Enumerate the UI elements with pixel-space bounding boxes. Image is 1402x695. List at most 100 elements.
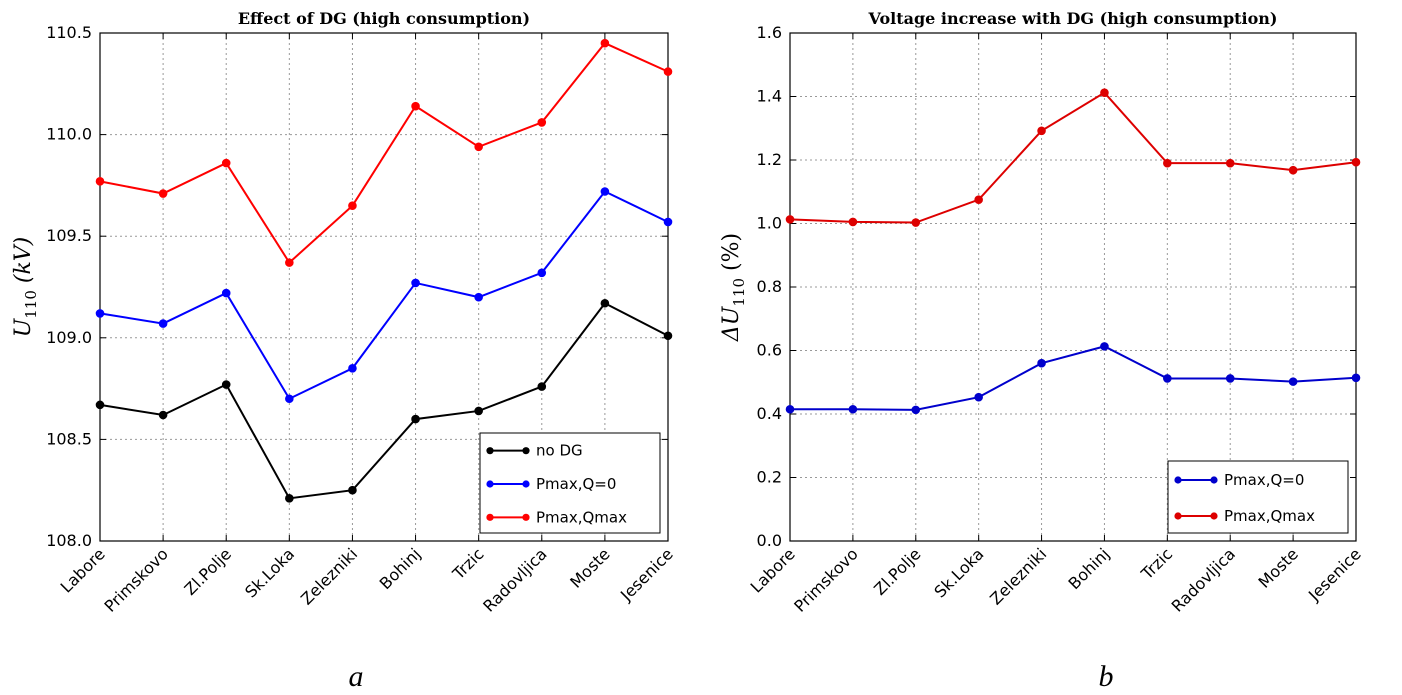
x-tick-label: Zl.Polje [181,544,236,599]
data-point [537,268,547,278]
data-point [1037,126,1046,136]
x-tick-label: Sk.Loka [241,544,298,601]
y-tick-label: 0.0 [757,531,782,550]
x-tick-label: Jesenice [1304,544,1365,605]
x-tick-label: Moste [1255,544,1302,591]
x-tick-label: Radovljica [1168,544,1239,615]
y-axis-label: ΔU110 (%) [719,233,748,342]
legend: Pmax,Q=0 Pmax,Qmax [1167,460,1349,534]
series-line-1 [789,91,1357,224]
x-tick-label: Trzic [1137,544,1176,583]
x-tick-label: Zelezniki [297,544,361,608]
data-point [1163,158,1172,168]
legend-label: Pmax,Qmax [536,508,627,526]
data-point [474,292,483,302]
y-tick-label: 0.4 [757,404,782,423]
data-point [1225,374,1235,383]
x-tick-label: Sk.Loka [930,544,987,601]
data-point [158,319,168,328]
x-tick-label: Moste [566,544,613,591]
series-line-1 [99,190,669,401]
chart-panel-a: 108.0 108.5 109.0 109.5 110.0 110.5 LaborePrim… [11,9,677,693]
data-point [785,404,795,414]
x-tick-label: Bohinj [1065,544,1114,593]
data-point [474,142,483,152]
data-point [474,406,483,416]
data-point [848,217,858,227]
data-point [95,177,105,186]
data-point [537,118,547,127]
x-tick-label: Primskovo [100,544,171,615]
legend-swatch-marker [1210,512,1218,520]
y-tick-label: 110.5 [46,23,92,42]
data-point [1288,165,1298,175]
legend: no DG Pmax,Q=0 Pmax,Qmax [479,432,661,534]
series-line-0 [99,301,669,500]
y-tick-label: 1.0 [757,214,782,233]
x-tick-label: Labore [747,544,799,596]
data-point [663,67,673,76]
y-tick-label: 108.0 [46,531,92,550]
y-tick-label: 1.4 [757,87,782,106]
panel-caption: a [349,660,364,693]
x-tick-label: Primskovo [790,544,861,615]
data-point [1351,373,1361,383]
y-tick-label: 110.0 [46,125,92,144]
legend-swatch-marker [486,480,494,488]
y-tick-label: 1.2 [757,150,782,169]
data-point [221,380,231,389]
chart-panel-b: 0.0 0.2 0.4 0.6 0.8 1.0 1.2 1.4 1.6 LaborePrimsko… [719,9,1365,693]
x-tick-label: Labore [57,544,109,596]
data-point [285,394,294,404]
legend-swatch-marker [486,447,494,455]
y-axis-label: U110 (kV) [11,237,40,338]
x-tick-label: Radovljica [479,544,550,615]
y-tick-label: 0.2 [757,468,782,487]
x-tick-label: Zl.Polje [870,544,925,599]
series-line-2 [99,41,669,265]
data-point [1288,377,1298,386]
y-tick-label: 109.0 [46,328,92,347]
data-point [848,404,858,414]
panel-caption: b [1099,660,1114,693]
data-point [785,215,795,224]
data-point [158,410,168,420]
x-tick-label: Trzic [448,544,487,583]
y-tick-label: 108.5 [46,429,92,448]
data-point [911,218,921,227]
legend-label: Pmax,Qmax [1224,507,1315,525]
legend-label: Pmax,Q=0 [1224,471,1304,489]
data-point [348,485,357,495]
x-tick-label: Zelezniki [986,544,1050,608]
data-point [411,101,420,111]
data-point [600,38,610,48]
y-tick-label: 1.6 [757,23,782,42]
data-point [1225,158,1235,168]
plot-frame [789,32,1357,542]
data-point [663,331,673,341]
legend-swatch-marker [522,447,530,455]
data-point [411,278,420,288]
data-point [95,400,105,410]
data-point [911,405,921,415]
legend-label: Pmax,Q=0 [536,475,616,493]
series-line-0 [790,345,1357,411]
plot-frame [99,32,669,542]
data-point [1163,374,1172,383]
legend-swatch-marker [1174,512,1182,520]
data-point [663,217,673,227]
data-point [158,189,168,198]
data-point [285,494,294,503]
legend-box [1167,460,1349,534]
legend-swatch-marker [522,513,530,521]
data-point [285,258,294,267]
y-tick-label: 0.8 [757,277,782,296]
legend-swatch-marker [486,513,494,521]
data-point [537,382,547,391]
data-point [600,187,610,196]
data-point [1100,342,1109,351]
data-point [221,158,231,168]
data-point [974,195,983,204]
legend-swatch-marker [522,480,530,488]
